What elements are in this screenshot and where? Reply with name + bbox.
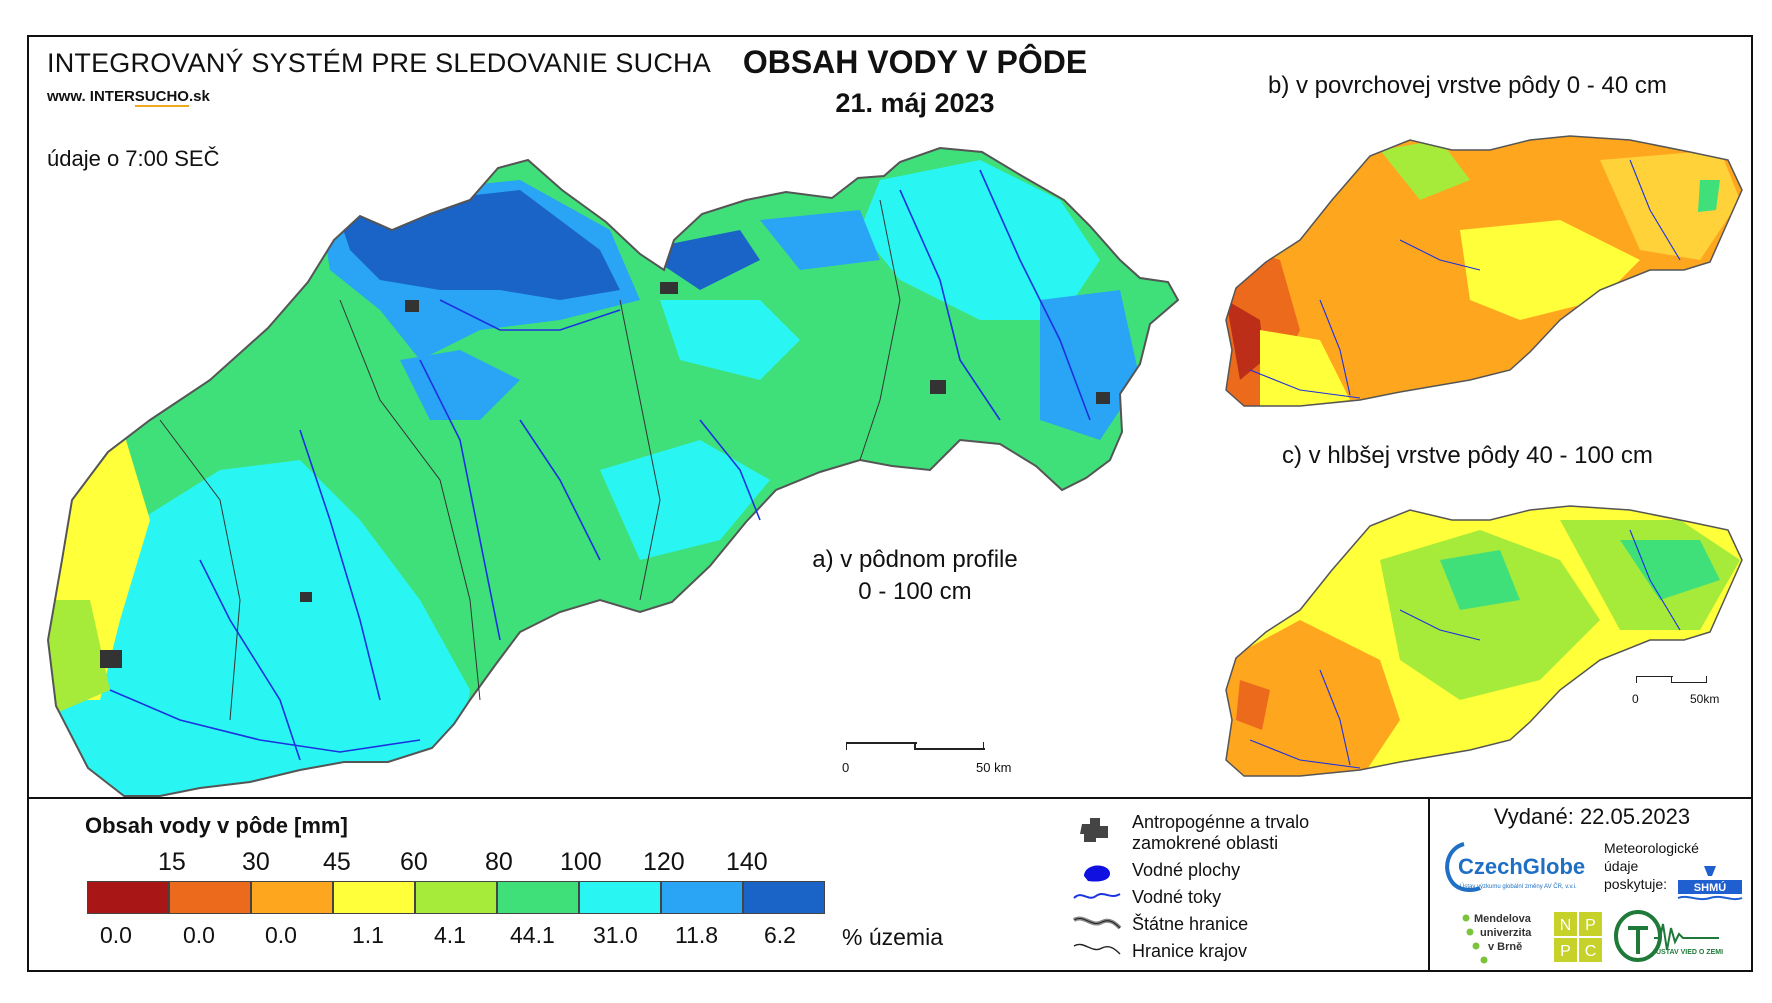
svg-text:Mendelova: Mendelova — [1474, 913, 1532, 925]
meteo-note-2: údaje — [1604, 858, 1639, 874]
legend-threshold: 30 — [242, 848, 270, 876]
legend-percent: 1.1 — [352, 922, 384, 948]
czechglobe-logo: CzechGlobe Ústav výzkumu globální změny … — [1445, 842, 1585, 892]
small-scale-end: 50km — [1690, 692, 1720, 706]
svg-text:P: P — [1560, 943, 1571, 960]
river-label: Vodné toky — [1132, 887, 1222, 907]
svg-text:Ústav výzkumu globální změny A: Ústav výzkumu globální změny AV ČR, v.v.… — [1460, 883, 1577, 890]
water-body-label: Vodné plochy — [1132, 860, 1241, 880]
surface-layer-map — [1225, 135, 1743, 407]
panel-a-label: a) v pôdnom profile — [812, 546, 1018, 573]
legend-swatch — [743, 881, 825, 914]
legend-percent: 0.0 — [183, 922, 215, 948]
small-scale-bar — [1636, 676, 1708, 686]
legend-swatch — [87, 881, 169, 914]
issued-date: Vydané: 22.05.2023 — [1493, 804, 1691, 829]
mendel-university-logo: Mendelova univerzita v Brně — [1462, 913, 1532, 964]
svg-text:univerzita: univerzita — [1480, 927, 1532, 939]
svg-text:N: N — [1560, 917, 1572, 934]
legend-threshold: 15 — [158, 848, 186, 876]
legend-title: Obsah vody v pôde [mm] — [85, 813, 348, 838]
percent-unit: % územia — [842, 924, 943, 950]
river-icon — [1073, 893, 1121, 899]
small-scale-start: 0 — [1632, 692, 1639, 706]
main-scale-start: 0 — [842, 760, 850, 775]
legend-swatch — [415, 881, 497, 914]
system-title: INTEGROVANÝ SYSTÉM PRE SLEDOVANIE SUCHA — [47, 48, 711, 78]
panel-c-label: c) v hlbšej vrstve pôdy 40 - 100 cm — [1282, 442, 1653, 469]
data-time-note: údaje o 7:00 SEČ — [47, 146, 220, 171]
logo-divider — [1428, 797, 1430, 972]
state-border-label: Štátne hranice — [1132, 914, 1249, 934]
panel-b-label: b) v povrchovej vrstve pôdy 0 - 40 cm — [1268, 72, 1667, 99]
svg-text:ÚSTAV VIED O ZEMI: ÚSTAV VIED O ZEMI — [1656, 947, 1723, 956]
shmu-logo: SHMÚ — [1677, 866, 1743, 901]
legend-percent: 6.2 — [764, 922, 796, 948]
legend-threshold: 45 — [323, 848, 351, 876]
map-date: 21. máj 2023 — [835, 88, 995, 118]
svg-text:SHMÚ: SHMÚ — [1694, 881, 1726, 894]
svg-text:P: P — [1585, 917, 1596, 934]
deep-layer-map — [1225, 505, 1743, 777]
legend-threshold: 100 — [560, 848, 602, 876]
legend-swatch — [497, 881, 579, 914]
legend-swatch — [661, 881, 743, 914]
earth-science-institute-logo: ÚSTAV VIED O ZEMI — [1614, 910, 1723, 962]
legend-percent: 0.0 — [100, 922, 132, 948]
anthropogenic-area-icon — [1080, 818, 1108, 842]
legend-threshold: 120 — [643, 848, 685, 876]
map-title: OBSAH VODY V PÔDE — [742, 44, 1088, 80]
state-border-icon — [1072, 916, 1122, 930]
main-scale-end: 50 km — [976, 760, 1012, 775]
anthropogenic-label-1: Antropogénne a trvalo — [1132, 812, 1310, 832]
legend-swatch — [251, 881, 333, 914]
region-border-label: Hranice krajov — [1132, 941, 1248, 961]
website-link[interactable]: www. INTERSUCHO.sk — [47, 88, 210, 107]
legend-percent: 0.0 — [265, 922, 297, 948]
legend-threshold: 80 — [485, 848, 513, 876]
svg-text:CzechGlobe: CzechGlobe — [1458, 854, 1585, 879]
meteo-note-3: poskytuje: — [1604, 876, 1668, 892]
main-scale-bar — [846, 742, 986, 754]
legend-swatch — [333, 881, 415, 914]
legend-threshold: 140 — [726, 848, 768, 876]
meteo-note-1: Meteorologické — [1604, 840, 1699, 856]
water-body-icon — [1084, 865, 1110, 882]
region-border-icon — [1073, 943, 1121, 955]
legend-percent: 44.1 — [510, 922, 555, 948]
legend-percent: 4.1 — [434, 922, 466, 948]
main-soil-water-map — [46, 146, 1180, 797]
legend-divider — [27, 797, 1753, 799]
legend-percent: 11.8 — [675, 922, 719, 948]
svg-text:C: C — [1585, 943, 1597, 960]
legend-swatch — [169, 881, 251, 914]
panel-a-depth: 0 - 100 cm — [858, 578, 972, 605]
nppc-logo: N P P C — [1554, 912, 1602, 962]
legend-percent: 31.0 — [593, 922, 638, 948]
legend-threshold: 60 — [400, 848, 428, 876]
legend-swatch — [579, 881, 661, 914]
anthropogenic-label-2: zamokrené oblasti — [1132, 833, 1279, 853]
svg-text:v Brně: v Brně — [1488, 941, 1522, 953]
